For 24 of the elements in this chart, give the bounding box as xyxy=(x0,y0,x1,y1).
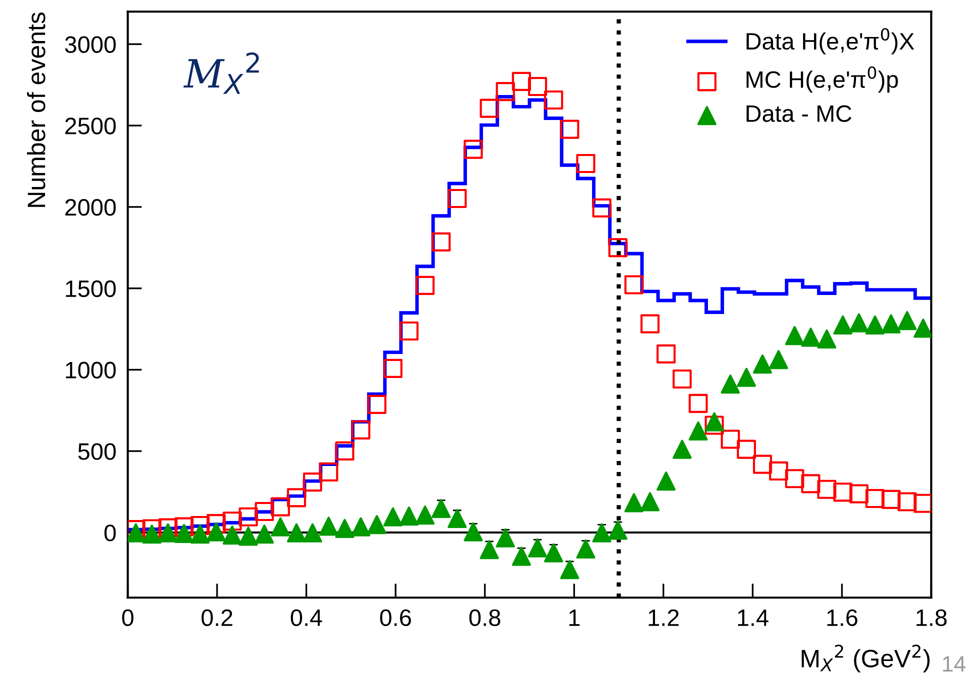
legend-label: Data H(e,e'π$^{0}$)X xyxy=(746,28,914,54)
y-tick-label: 0 xyxy=(104,524,116,542)
x-tick-label: 0.6 xyxy=(380,609,411,626)
y-tick-label: 500 xyxy=(78,443,116,460)
x-tick-label: 0.2 xyxy=(202,609,232,626)
x-tick-label: 1 xyxy=(569,610,580,626)
x-tick-label: 0.8 xyxy=(469,609,500,626)
y-axis-title: Number of events xyxy=(26,12,46,207)
x-tick-label: 1.4 xyxy=(738,610,768,626)
text: 14 xyxy=(943,656,966,672)
x-tick-label: 0 xyxy=(122,609,134,626)
x-tick-label: 1.6 xyxy=(827,609,858,626)
x-axis-title: M$_{X}$$^{2}$ (GeV$^{2}$) xyxy=(802,644,930,672)
y-tick-label: 1500 xyxy=(66,280,116,298)
legend-label: MC H(e,e'π$^{0}$)p xyxy=(746,66,898,93)
annotation: M$_{X}$$^{2}$ xyxy=(183,52,259,94)
x-tick-label: 0.4 xyxy=(290,609,322,626)
legend-label: Data - MC xyxy=(746,105,852,122)
x-tick-label: 1.2 xyxy=(648,609,679,626)
y-tick-label: 2000 xyxy=(65,199,116,216)
y-tick-label: 2500 xyxy=(65,118,116,134)
y-tick-label: 1000 xyxy=(66,362,116,379)
y-tick-label: 3000 xyxy=(65,36,116,53)
x-tick-label: 1.8 xyxy=(916,609,947,626)
